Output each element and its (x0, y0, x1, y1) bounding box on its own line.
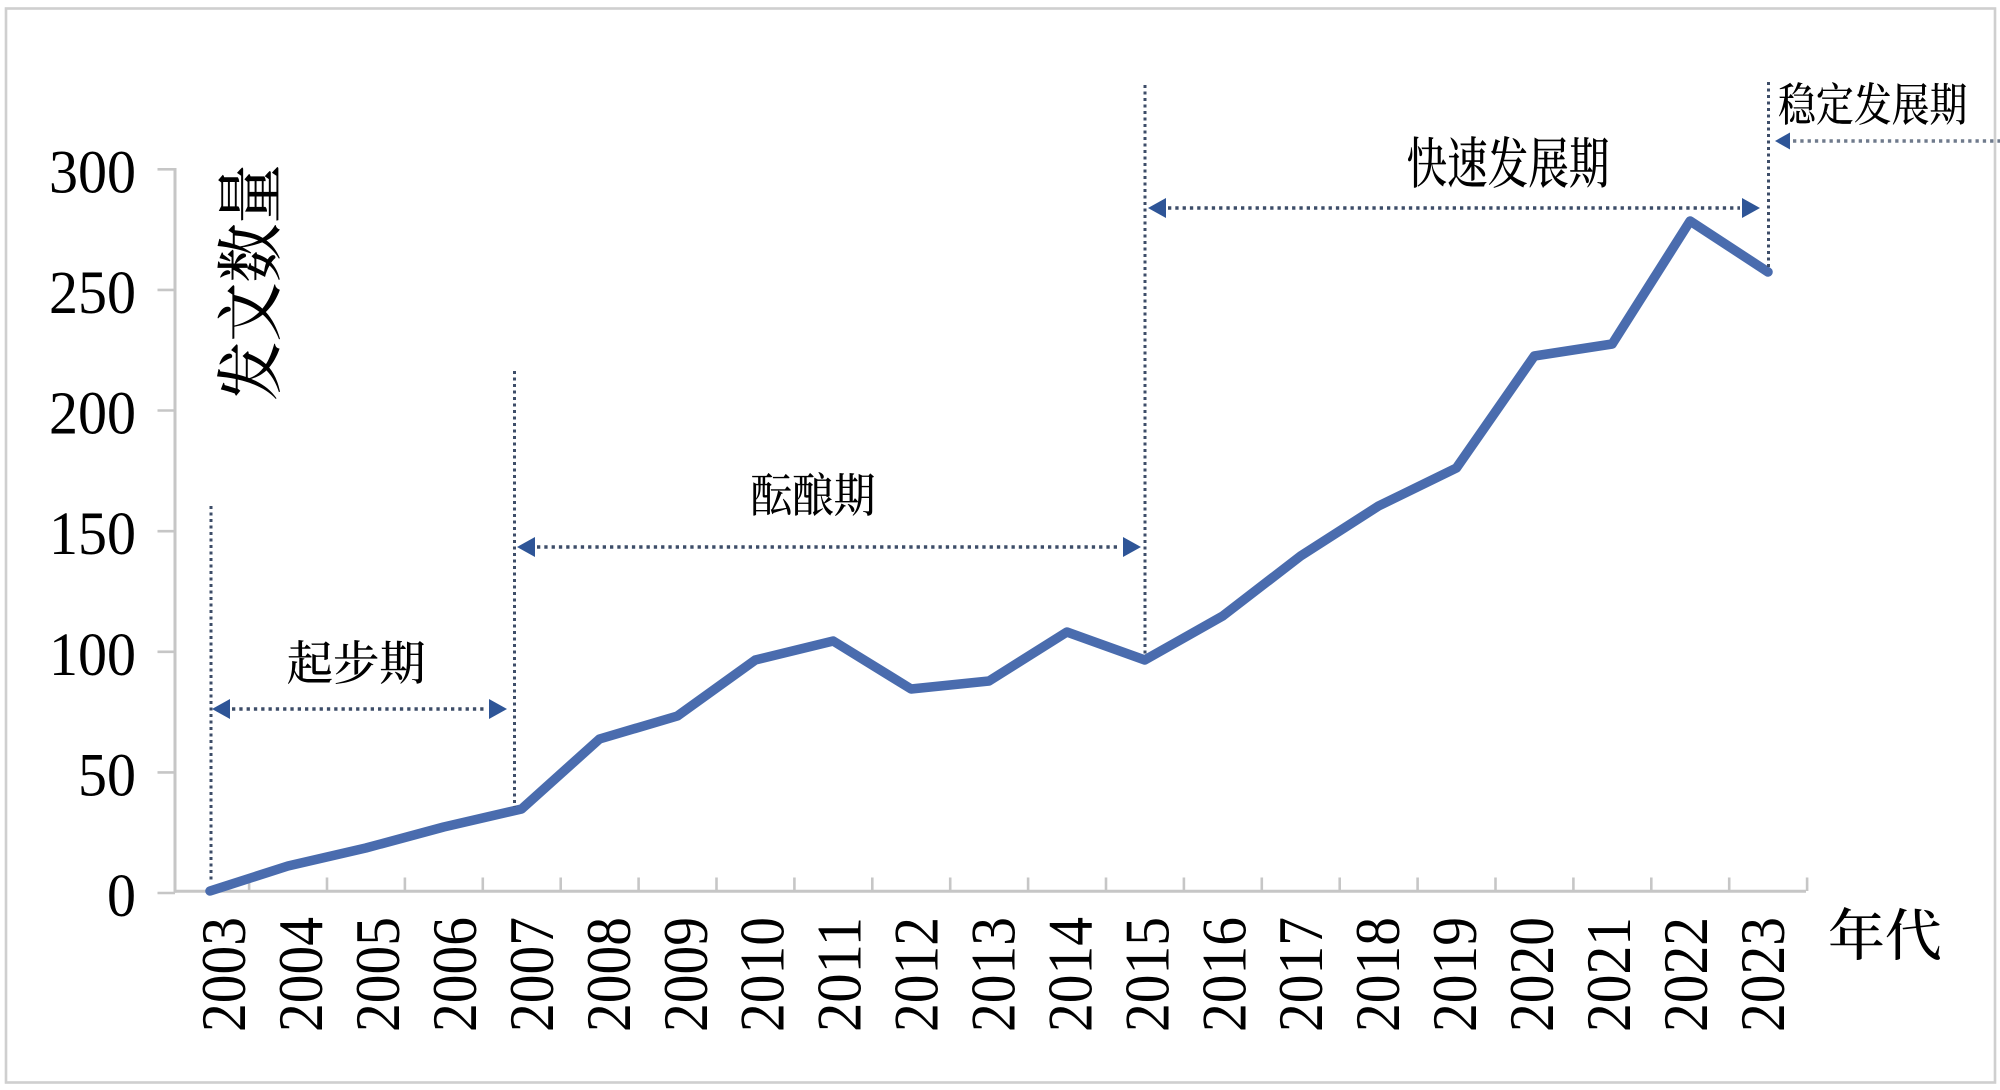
svg-text:2018: 2018 (1342, 917, 1413, 1032)
svg-text:2015: 2015 (1111, 917, 1182, 1032)
svg-text:2003: 2003 (188, 917, 259, 1032)
svg-text:2017: 2017 (1265, 917, 1336, 1032)
svg-text:2009: 2009 (650, 917, 721, 1032)
svg-text:2004: 2004 (265, 917, 336, 1032)
svg-text:100: 100 (49, 622, 136, 689)
svg-text:0: 0 (107, 863, 136, 930)
svg-text:2007: 2007 (496, 917, 567, 1032)
svg-text:2014: 2014 (1034, 917, 1105, 1032)
svg-text:300: 300 (49, 139, 136, 206)
svg-text:2022: 2022 (1650, 917, 1721, 1032)
svg-text:150: 150 (49, 501, 136, 568)
svg-text:2019: 2019 (1419, 917, 1490, 1032)
svg-text:2012: 2012 (881, 917, 952, 1032)
svg-text:2006: 2006 (419, 917, 490, 1032)
svg-text:250: 250 (49, 260, 136, 327)
svg-text:2010: 2010 (727, 917, 798, 1032)
svg-text:2011: 2011 (804, 917, 875, 1032)
svg-text:2021: 2021 (1573, 917, 1644, 1032)
svg-text:2016: 2016 (1188, 917, 1259, 1032)
svg-text:2020: 2020 (1496, 917, 1567, 1032)
svg-text:2008: 2008 (573, 917, 644, 1032)
svg-text:50: 50 (78, 742, 136, 809)
svg-text:2005: 2005 (342, 917, 413, 1032)
svg-text:2013: 2013 (958, 917, 1029, 1032)
svg-text:200: 200 (49, 381, 136, 448)
svg-text:2023: 2023 (1727, 917, 1798, 1032)
